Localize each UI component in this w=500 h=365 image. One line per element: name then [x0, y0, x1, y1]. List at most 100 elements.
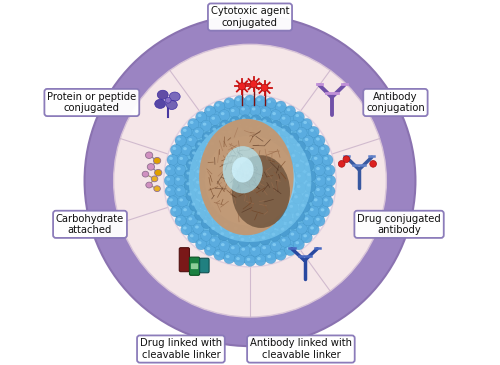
Ellipse shape [314, 185, 325, 197]
Ellipse shape [212, 239, 215, 242]
Ellipse shape [268, 255, 271, 258]
FancyBboxPatch shape [190, 257, 200, 275]
Ellipse shape [312, 196, 323, 207]
Ellipse shape [188, 118, 199, 130]
Ellipse shape [260, 149, 263, 152]
Ellipse shape [214, 168, 226, 179]
Ellipse shape [154, 99, 166, 108]
Ellipse shape [216, 251, 220, 255]
Ellipse shape [326, 167, 330, 170]
Ellipse shape [194, 209, 205, 220]
Ellipse shape [320, 147, 324, 150]
Ellipse shape [188, 217, 192, 220]
Circle shape [166, 97, 171, 103]
Ellipse shape [250, 155, 262, 166]
Ellipse shape [276, 135, 287, 146]
Circle shape [338, 161, 345, 167]
Ellipse shape [172, 208, 176, 211]
Ellipse shape [262, 139, 265, 143]
Ellipse shape [180, 199, 183, 201]
Ellipse shape [221, 112, 224, 115]
Ellipse shape [206, 173, 210, 176]
Ellipse shape [183, 147, 187, 150]
Ellipse shape [164, 95, 336, 267]
Ellipse shape [228, 138, 239, 149]
Ellipse shape [221, 243, 224, 246]
Ellipse shape [218, 191, 222, 194]
Ellipse shape [261, 193, 265, 196]
Ellipse shape [296, 127, 307, 138]
Ellipse shape [255, 228, 258, 231]
Ellipse shape [212, 128, 216, 131]
Ellipse shape [294, 195, 298, 199]
Ellipse shape [302, 135, 314, 147]
Ellipse shape [250, 115, 262, 126]
Ellipse shape [222, 220, 233, 232]
Ellipse shape [260, 244, 272, 255]
Ellipse shape [154, 169, 162, 176]
Ellipse shape [290, 233, 294, 236]
Ellipse shape [154, 157, 160, 164]
Ellipse shape [200, 230, 211, 241]
Ellipse shape [282, 159, 293, 170]
Ellipse shape [204, 181, 215, 192]
Ellipse shape [270, 110, 281, 121]
Ellipse shape [263, 119, 266, 122]
Ellipse shape [181, 126, 192, 138]
Ellipse shape [216, 104, 220, 107]
Ellipse shape [230, 140, 234, 143]
Ellipse shape [212, 117, 215, 120]
Ellipse shape [304, 121, 307, 124]
Ellipse shape [293, 239, 304, 250]
Ellipse shape [278, 251, 281, 255]
Ellipse shape [290, 205, 293, 208]
Ellipse shape [310, 226, 314, 230]
Ellipse shape [177, 154, 188, 166]
Ellipse shape [305, 162, 309, 166]
Ellipse shape [198, 191, 202, 194]
Ellipse shape [154, 186, 160, 192]
Ellipse shape [184, 180, 195, 191]
Ellipse shape [296, 143, 300, 146]
Ellipse shape [308, 126, 319, 138]
Ellipse shape [308, 145, 319, 155]
Ellipse shape [216, 170, 220, 173]
Ellipse shape [232, 224, 243, 235]
Ellipse shape [305, 170, 316, 182]
Ellipse shape [272, 218, 283, 228]
Ellipse shape [316, 188, 320, 191]
Ellipse shape [318, 145, 330, 155]
Ellipse shape [265, 170, 276, 181]
Ellipse shape [186, 135, 198, 147]
Ellipse shape [268, 142, 280, 153]
Ellipse shape [194, 178, 205, 189]
Ellipse shape [272, 112, 276, 115]
Ellipse shape [275, 249, 286, 260]
Ellipse shape [229, 190, 240, 201]
Ellipse shape [152, 176, 158, 182]
Ellipse shape [167, 188, 171, 191]
Ellipse shape [240, 238, 244, 241]
Ellipse shape [324, 198, 328, 201]
Ellipse shape [239, 105, 250, 116]
Ellipse shape [252, 117, 256, 120]
Ellipse shape [274, 182, 285, 194]
Ellipse shape [286, 108, 290, 111]
Ellipse shape [281, 227, 284, 231]
Ellipse shape [232, 155, 290, 228]
Ellipse shape [304, 138, 308, 141]
Ellipse shape [205, 136, 295, 226]
Ellipse shape [276, 150, 287, 161]
Ellipse shape [229, 244, 240, 255]
Ellipse shape [314, 198, 318, 201]
Ellipse shape [294, 141, 306, 152]
Ellipse shape [287, 218, 298, 230]
Ellipse shape [242, 226, 254, 237]
Ellipse shape [278, 138, 282, 141]
Ellipse shape [288, 230, 300, 241]
Ellipse shape [252, 248, 256, 251]
Ellipse shape [223, 197, 234, 208]
FancyBboxPatch shape [180, 248, 190, 272]
Ellipse shape [206, 184, 210, 187]
Ellipse shape [158, 90, 168, 99]
